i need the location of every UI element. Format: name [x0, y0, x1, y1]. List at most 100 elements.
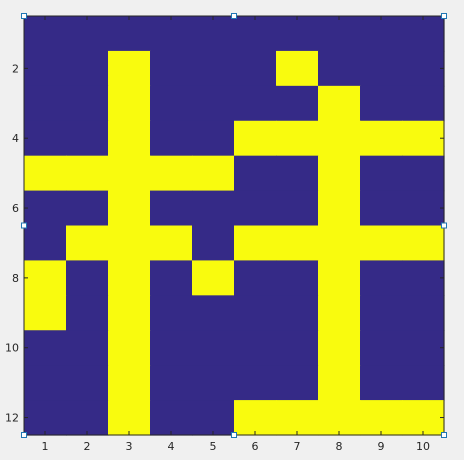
heatmap-cell [360, 260, 403, 296]
heatmap-cell [108, 191, 151, 227]
heatmap-cell [66, 400, 109, 436]
heatmap-cell [192, 121, 235, 157]
heatmap-cell [150, 51, 193, 87]
heatmap-cell [402, 260, 445, 296]
heatmap-cell [108, 86, 151, 122]
heatmap-cell [402, 330, 445, 366]
y-tick-label: 10 [5, 342, 19, 355]
heatmap-cell [108, 400, 151, 436]
x-tick-label: 4 [168, 440, 175, 453]
y-tick-label: 4 [12, 132, 19, 145]
heatmap-cell [66, 51, 109, 87]
heatmap-cell [24, 330, 67, 366]
heatmap-cell [66, 191, 109, 227]
heatmap-cell [150, 295, 193, 331]
heatmap-cell [150, 86, 193, 122]
heatmap-cell [66, 330, 109, 366]
heatmap-cell [192, 156, 235, 192]
heatmap-cell [360, 16, 403, 52]
heatmap-cell [108, 295, 151, 331]
heatmap-cell [402, 295, 445, 331]
heatmap-cell [108, 365, 151, 401]
x-tick-label: 10 [416, 440, 430, 453]
heatmap-cell [150, 226, 193, 262]
resize-handle[interactable] [232, 433, 237, 438]
heatmap-cell [192, 365, 235, 401]
resize-handle[interactable] [442, 14, 447, 19]
heatmap-cell [66, 16, 109, 52]
heatmap-cell [402, 156, 445, 192]
heatmap-cell [108, 156, 151, 192]
heatmap-cell [24, 16, 67, 52]
y-tick-label: 2 [12, 62, 19, 75]
x-tick-label: 3 [126, 440, 133, 453]
heatmap-cell [276, 400, 319, 436]
heatmap-cell [276, 121, 319, 157]
x-tick-label: 7 [294, 440, 301, 453]
heatmap-cell [150, 156, 193, 192]
heatmap-cell [318, 86, 361, 122]
heatmap-cell [276, 295, 319, 331]
heatmap-cell [234, 260, 277, 296]
heatmap-cell [192, 16, 235, 52]
resize-handle[interactable] [22, 14, 27, 19]
heatmap-cell [192, 51, 235, 87]
heatmap-cell [402, 365, 445, 401]
resize-handle[interactable] [442, 223, 447, 228]
heatmap-cell [360, 330, 403, 366]
y-tick-label: 12 [5, 412, 19, 425]
heatmap-cell [150, 191, 193, 227]
heatmap-cell [276, 226, 319, 262]
heatmap-cell [66, 226, 109, 262]
resize-handle[interactable] [232, 14, 237, 19]
resize-handle[interactable] [442, 433, 447, 438]
heatmap-cell [318, 191, 361, 227]
resize-handle[interactable] [22, 433, 27, 438]
heatmap-cell [234, 295, 277, 331]
heatmap-cell [360, 226, 403, 262]
heatmap-cell [108, 330, 151, 366]
heatmap-cell [402, 400, 445, 436]
heatmap-cell [234, 51, 277, 87]
heatmap-cell [24, 191, 67, 227]
heatmap-cell [276, 330, 319, 366]
heatmap-cell [318, 226, 361, 262]
heatmap-cell [318, 260, 361, 296]
heatmap-cell [234, 330, 277, 366]
heatmap-cell [234, 86, 277, 122]
heatmap-cell [150, 16, 193, 52]
heatmap-cell [66, 121, 109, 157]
heatmap-cell [192, 330, 235, 366]
y-tick-label: 6 [12, 202, 19, 215]
heatmap-cell [150, 260, 193, 296]
x-tick-label: 9 [378, 440, 385, 453]
heatmap-cell [192, 260, 235, 296]
heatmap-cell [276, 156, 319, 192]
x-tick-label: 2 [84, 440, 91, 453]
heatmap-cell [360, 365, 403, 401]
heatmap-cell [402, 191, 445, 227]
heatmap-cell [108, 16, 151, 52]
heatmap-cell [150, 365, 193, 401]
heatmap-cell [234, 365, 277, 401]
heatmap-cell [24, 156, 67, 192]
heatmap-cell [360, 400, 403, 436]
resize-handle[interactable] [22, 223, 27, 228]
x-tick-label: 8 [336, 440, 343, 453]
heatmap-cell [276, 16, 319, 52]
heatmap-cell [192, 191, 235, 227]
heatmap-cell [108, 260, 151, 296]
heatmap-cell [234, 16, 277, 52]
heatmap-cell [66, 86, 109, 122]
heatmap-cell [24, 260, 67, 296]
heatmap-cell [108, 226, 151, 262]
heatmap-cell [234, 400, 277, 436]
heatmap-cell [234, 156, 277, 192]
heatmap-cell [24, 121, 67, 157]
heatmap-cell [108, 121, 151, 157]
x-tick-label: 5 [210, 440, 217, 453]
heatmap-cell [360, 121, 403, 157]
x-tick-label: 1 [42, 440, 49, 453]
heatmap-cell [318, 400, 361, 436]
